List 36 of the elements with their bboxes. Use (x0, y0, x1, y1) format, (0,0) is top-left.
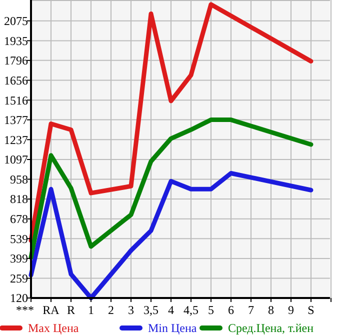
x-tick-label: S (308, 303, 314, 317)
x-tick-label: 7 (248, 303, 254, 317)
y-tick-label: 399 (10, 252, 28, 266)
x-tick-label: 9 (288, 303, 294, 317)
y-tick-label: 1516 (4, 93, 28, 108)
x-tick-label: 1 (88, 303, 94, 317)
y-tick-label: 120 (10, 291, 28, 306)
y-tick-label: 259 (10, 271, 28, 286)
y-tick-label: 1656 (4, 73, 28, 88)
y-tick-label: 958 (10, 172, 28, 186)
x-tick-label: 8 (268, 303, 274, 317)
y-tick-label: 678 (10, 212, 28, 226)
y-tick-label: 539 (10, 232, 28, 246)
y-tick-label: 2075 (4, 14, 28, 28)
x-tick-label: 4,5 (184, 303, 198, 317)
x-tick-label: R (66, 303, 76, 317)
x-tick-label: 5 (208, 303, 214, 317)
line-series (28, 2, 314, 243)
y-tick-label: 818 (10, 192, 28, 206)
y-tick-label: 1935 (4, 34, 28, 48)
x-tick-label: RA (42, 303, 60, 317)
x-tick-label: 3 (128, 303, 134, 317)
line-series (28, 170, 314, 300)
x-tick-label: 2 (108, 303, 114, 317)
legend-label: Max Цена (28, 321, 80, 335)
y-tick-label: 1796 (4, 54, 28, 68)
x-tick-label: 4 (168, 303, 174, 317)
line-series (28, 118, 314, 260)
legend-label: Min Цена (148, 321, 198, 335)
x-tick-label: 6 (228, 303, 234, 317)
y-tick-label: 1097 (4, 152, 28, 167)
legend-label: Сред.Цена, т.йен (228, 321, 314, 335)
y-tick-label: 1237 (4, 132, 28, 147)
x-tick-label: *** (16, 303, 34, 317)
x-tick-label: 3,5 (144, 303, 158, 317)
y-tick-label: 1377 (4, 113, 28, 127)
